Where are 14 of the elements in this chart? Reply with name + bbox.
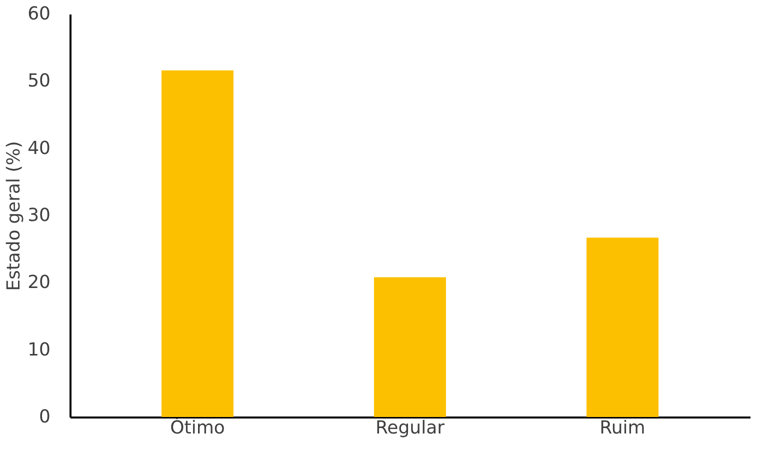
y-tick-label: 60 <box>28 4 50 24</box>
bar <box>374 277 446 417</box>
y-axis-title: Estado geral (%) <box>4 141 25 291</box>
y-tick-label: 10 <box>28 339 50 360</box>
x-tick-label: Ótimo <box>170 416 225 438</box>
y-tick-label: 20 <box>28 272 50 294</box>
x-tick-label: Regular <box>375 418 446 438</box>
x-tick-label: Ruim <box>600 418 646 438</box>
y-tick-label: 50 <box>28 70 50 92</box>
bar <box>162 70 234 417</box>
bar <box>586 238 658 417</box>
y-tick-label: 0 <box>39 406 50 428</box>
y-tick-label: 40 <box>28 138 50 159</box>
y-tick-label: 30 <box>28 205 50 226</box>
